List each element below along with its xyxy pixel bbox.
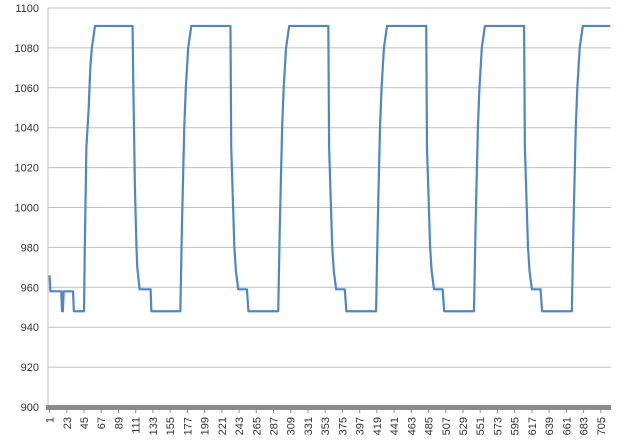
y-tick-label: 980 [21, 242, 39, 254]
x-tick-label: 177 [182, 417, 194, 435]
x-tick-label: 529 [458, 417, 470, 435]
x-tick-label: 573 [492, 417, 504, 435]
x-tick-label: 67 [96, 417, 108, 429]
y-tick-label: 900 [21, 402, 39, 414]
x-tick-label: 441 [389, 417, 401, 435]
x-tick-label: 683 [579, 417, 591, 435]
x-tick-label: 23 [62, 417, 74, 429]
x-tick-label: 221 [217, 417, 229, 435]
y-tick-label: 1100 [15, 3, 39, 15]
x-tick-label: 463 [406, 417, 418, 435]
data-line [48, 24, 611, 313]
x-tick-label: 287 [269, 417, 281, 435]
y-tick-label: 1000 [15, 203, 39, 215]
x-tick-label: 375 [337, 417, 349, 435]
x-tick-label: 45 [79, 417, 91, 429]
x-tick-label: 155 [165, 417, 177, 435]
x-tick-label: 595 [510, 417, 522, 435]
x-tick-label: 199 [200, 417, 212, 435]
x-tick-label: 265 [251, 417, 263, 435]
x-tick-label: 111 [131, 417, 143, 434]
x-tick-label: 705 [596, 417, 608, 435]
x-tick-label: 89 [113, 417, 125, 429]
x-tick-label: 551 [475, 417, 487, 435]
x-tick-label: 661 [561, 417, 573, 435]
x-tick-label: 243 [234, 417, 246, 435]
x-tick-label: 507 [441, 417, 453, 435]
y-tick-label: 960 [21, 282, 39, 294]
x-tick-label: 617 [527, 417, 539, 435]
x-tick-label: 419 [372, 417, 384, 435]
y-tick-label: 1020 [15, 163, 39, 175]
x-tick-label: 639 [544, 417, 556, 435]
x-tick-label: 1 [45, 417, 57, 423]
x-axis [46, 405, 611, 410]
y-tick-label: 1060 [15, 83, 39, 95]
y-tick-label: 920 [21, 362, 39, 374]
x-tick-label: 331 [303, 417, 315, 435]
y-tick-label: 1080 [15, 43, 39, 55]
x-tick-label: 309 [286, 417, 298, 435]
y-tick-label: 1040 [15, 123, 39, 135]
y-tick-label: 940 [21, 322, 39, 334]
x-tick-label: 485 [424, 417, 436, 435]
x-tick-label: 353 [320, 417, 332, 435]
x-tick-label: 133 [148, 417, 160, 435]
x-tick-label: 397 [355, 417, 367, 435]
